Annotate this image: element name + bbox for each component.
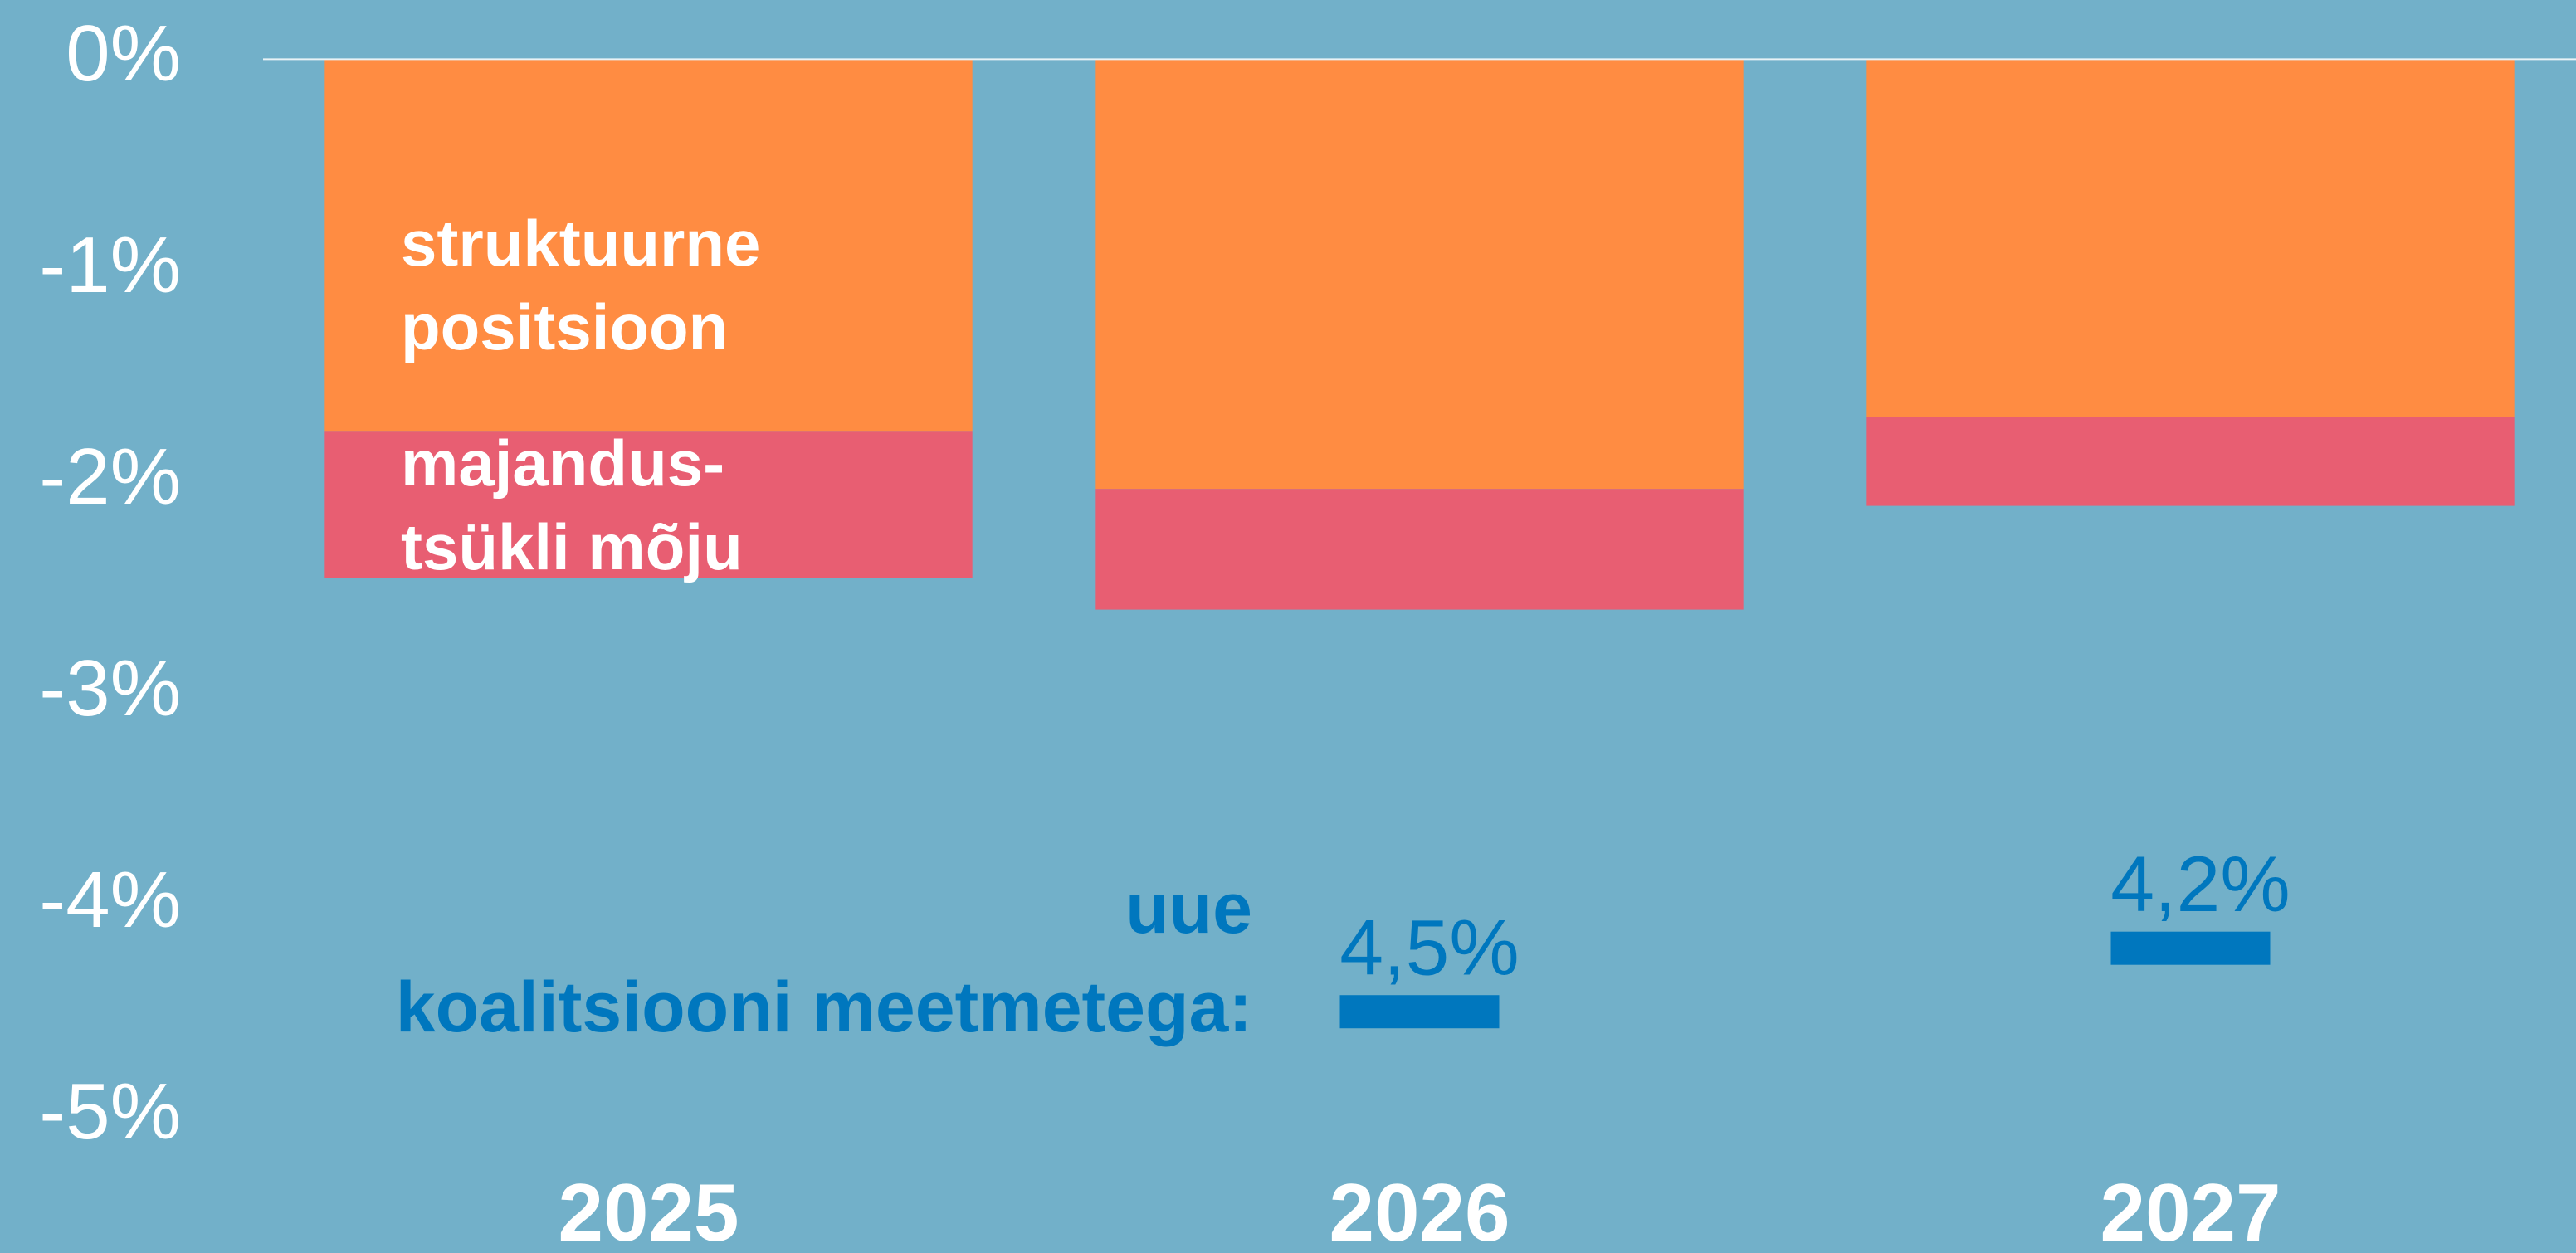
y-tick-label: -2% (39, 432, 181, 521)
x-tick-label: 2025 (558, 1167, 739, 1253)
series-label: majandus-tsükli mõju (401, 427, 743, 583)
x-tick-label: 2026 (1329, 1167, 1510, 1253)
bar-segment (324, 431, 973, 578)
y-tick-label: -4% (39, 856, 181, 944)
y-tick-label: -1% (39, 221, 181, 310)
bar-segment (1866, 59, 2515, 417)
bar-segment (1095, 59, 1744, 490)
bar-segment (324, 59, 973, 432)
y-tick-label: -3% (39, 644, 181, 733)
y-tick-label: 0% (66, 9, 181, 98)
annotation: uue koalitsiooni meetmetega: (396, 869, 1252, 1047)
x-tick-label: 2027 (2100, 1167, 2281, 1253)
bar-segment (1866, 417, 2515, 506)
value-label: 4,5% (1339, 904, 1520, 992)
value-label: 4,2% (2110, 841, 2291, 929)
y-tick-label: -5% (39, 1067, 181, 1156)
bar-segment (1095, 489, 1744, 610)
series-label: struktuurne positsioon (401, 207, 760, 363)
marker (2110, 931, 2271, 965)
marker (1339, 995, 1500, 1029)
